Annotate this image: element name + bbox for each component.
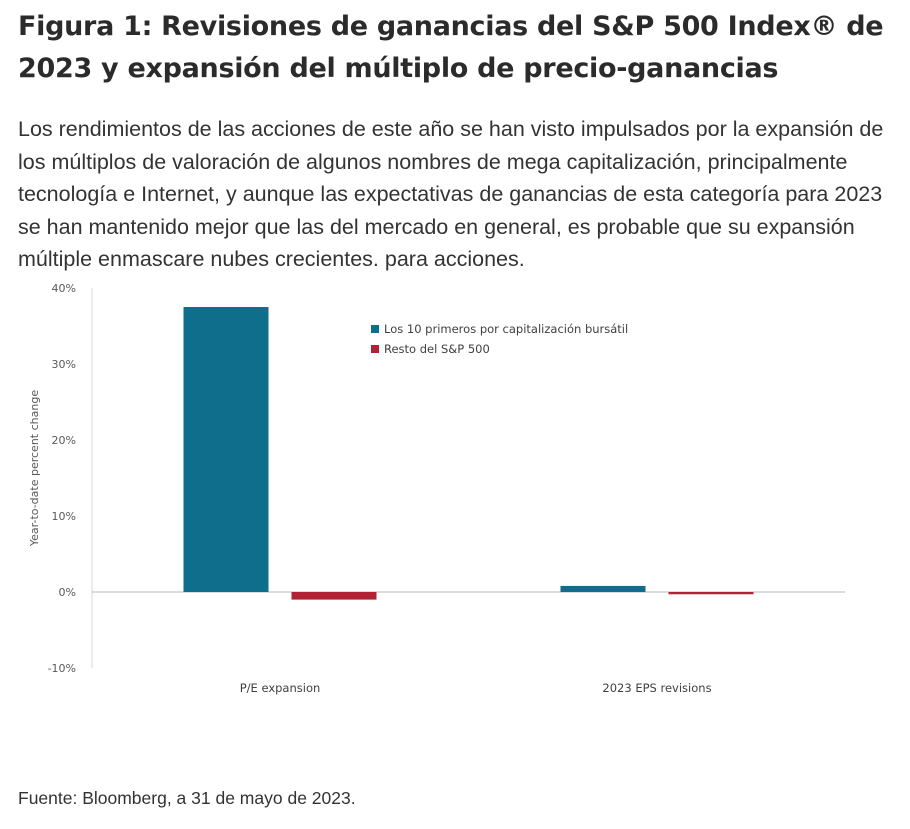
legend-label: Los 10 primeros por capitalización bursá… (384, 322, 628, 336)
description-paragraph: Los rendimientos de las acciones de este… (18, 117, 884, 271)
bar (291, 592, 377, 600)
x-tick-label: 2023 EPS revisions (602, 681, 711, 695)
x-tick-label: P/E expansion (240, 681, 321, 695)
y-tick-label: -10% (48, 662, 76, 675)
bar (668, 592, 754, 595)
bar (560, 585, 646, 592)
legend-swatch (371, 345, 379, 353)
source-note: Fuente: Bloomberg, a 31 de mayo de 2023. (18, 788, 356, 808)
legend-label: Resto del S&P 500 (384, 342, 490, 356)
bar (183, 307, 269, 592)
y-tick-label: 0% (59, 586, 76, 599)
y-tick-label: 30% (52, 358, 76, 371)
legend-swatch (371, 325, 379, 333)
y-tick-label: 40% (52, 282, 76, 295)
y-tick-label: 20% (52, 434, 76, 447)
page-title: Figura 1: Revisiones de ganancias del S&… (18, 11, 884, 84)
bar-chart: 40% 30% 20% 10% 0% -10% Year-to-date percent c… (28, 282, 845, 695)
y-axis-title: Year-to-date percent change (28, 390, 41, 547)
y-tick-label: 10% (52, 510, 76, 523)
